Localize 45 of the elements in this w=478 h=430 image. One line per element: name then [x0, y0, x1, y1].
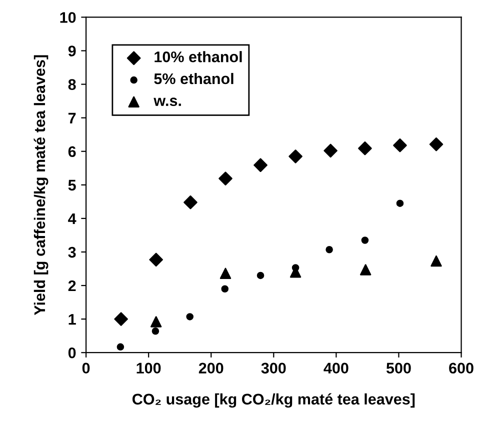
point — [152, 327, 160, 335]
x-axis-title: CO₂ usage [kg CO₂/kg maté tea leaves] — [132, 393, 415, 408]
point — [393, 138, 407, 152]
x-tick-label: 0 — [82, 362, 90, 374]
y-tick-label: 5 — [68, 180, 76, 191]
y-axis-title: Yield [g caffeine/kg maté tea leaves] — [34, 55, 48, 316]
y-tick-label: 0 — [68, 347, 76, 358]
point — [220, 268, 232, 280]
legend-label: w.s. — [154, 98, 181, 106]
point — [429, 137, 444, 152]
point — [186, 313, 194, 320]
point — [326, 246, 333, 254]
point — [396, 200, 404, 207]
y-tick-label: 7 — [68, 112, 76, 124]
point — [430, 255, 442, 267]
y-tick-label: 8 — [68, 79, 76, 90]
point — [256, 272, 264, 280]
legend-label: 10% ethanol — [154, 51, 242, 62]
x-tick-label: 300 — [261, 362, 286, 374]
y-tick-label: 2 — [68, 280, 76, 292]
y-tick-label: 10 — [60, 12, 76, 23]
point — [324, 144, 338, 158]
x-tick-label: 400 — [324, 362, 348, 374]
y-tick-label: 4 — [68, 213, 76, 224]
point — [149, 252, 163, 267]
point — [184, 195, 198, 210]
y-tick-label: 6 — [68, 146, 76, 158]
point — [218, 172, 232, 186]
x-tick-label: 100 — [136, 362, 161, 374]
point — [114, 312, 128, 326]
point — [288, 149, 302, 164]
point — [150, 316, 162, 328]
y-tick-label: 1 — [68, 314, 76, 325]
point — [361, 236, 369, 244]
point — [358, 141, 372, 156]
x-tick-label: 500 — [386, 362, 411, 374]
point — [116, 343, 124, 351]
x-tick-label: 200 — [198, 362, 224, 374]
y-tick-label: 3 — [68, 246, 76, 258]
x-tick-label: 600 — [449, 362, 474, 374]
legend-label: 5% ethanol — [154, 72, 234, 84]
y-tick-label: 9 — [68, 46, 76, 56]
point — [360, 264, 372, 276]
point — [254, 158, 268, 172]
point — [221, 285, 229, 293]
